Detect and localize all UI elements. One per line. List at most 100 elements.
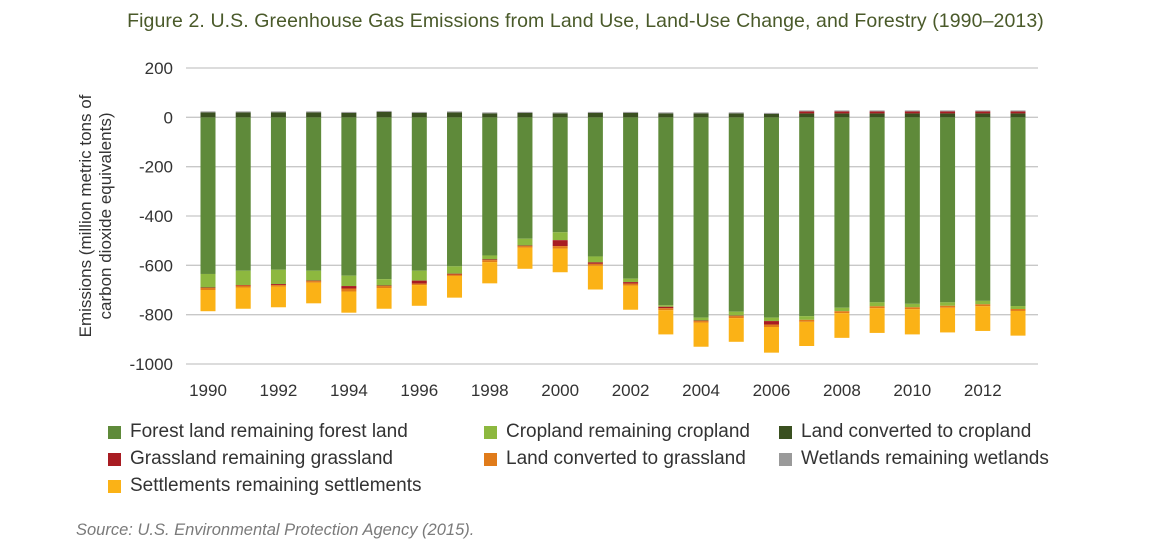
bar-segment-land-converted-to-cropland-2005 (728, 113, 744, 118)
bar-segment-grassland-remaining-grassland-1994 (341, 286, 357, 289)
legend-item: Wetlands remaining wetlands (779, 448, 1049, 470)
bar-segment-wetlands-remaining-wetlands-2012 (975, 110, 991, 112)
bar-segment-land-converted-to-cropland-2013 (1010, 113, 1026, 118)
bar-segment-settlements-remaining-settlements-2011 (940, 307, 956, 333)
bar-segment-cropland-remaining-cropland-1993 (306, 270, 322, 281)
legend-label: Grassland remaining grassland (130, 448, 393, 469)
legend-label: Settlements remaining settlements (130, 475, 422, 496)
bar-segment-forest-land-remaining-forest-land-2012 (975, 117, 991, 301)
bar-segment-wetlands-remaining-wetlands-1999 (517, 111, 533, 113)
bar-segment-grassland-remaining-grassland-1995 (376, 285, 392, 287)
bar-segment-cropland-remaining-cropland-2013 (1010, 306, 1026, 309)
bar-segment-settlements-remaining-settlements-2009 (869, 308, 885, 333)
bar-segment-cropland-remaining-cropland-2002 (623, 278, 639, 283)
bar-segment-grassland-remaining-grassland-1992 (270, 284, 286, 286)
bar-segment-land-converted-to-cropland-2011 (940, 113, 956, 118)
bar-segment-forest-land-remaining-forest-land-2003 (658, 117, 674, 306)
bar-segment-land-converted-to-cropland-1991 (235, 112, 251, 118)
bar-segment-forest-land-remaining-forest-land-1995 (376, 117, 392, 280)
bar-segment-grassland-remaining-grassland-2001 (587, 262, 603, 264)
bar-segment-settlements-remaining-settlements-2010 (904, 309, 920, 335)
bar-segment-land-converted-to-cropland-1997 (447, 112, 463, 118)
legend-swatch-icon (484, 425, 497, 439)
bar-segment-wetlands-remaining-wetlands-2010 (904, 110, 920, 112)
bar-segment-wetlands-remaining-wetlands-2005 (728, 112, 744, 114)
bar-segment-wetlands-remaining-wetlands-2000 (552, 112, 568, 114)
legend-swatch-icon (779, 425, 792, 439)
bar-segment-land-converted-to-cropland-2006 (763, 113, 779, 118)
x-tick-label: 2006 (753, 381, 791, 400)
bar-segment-grassland-remaining-grassland-2013 (1010, 111, 1026, 114)
bar-segment-wetlands-remaining-wetlands-2013 (1010, 110, 1026, 112)
bar-segment-settlements-remaining-settlements-2005 (728, 318, 744, 342)
bar-segment-grassland-remaining-grassland-1997 (447, 273, 463, 275)
bar-segment-cropland-remaining-cropland-2010 (904, 303, 920, 308)
x-tick-label: 2002 (612, 381, 650, 400)
bar-segment-forest-land-remaining-forest-land-1992 (270, 117, 286, 270)
bar-segment-settlements-remaining-settlements-2007 (799, 321, 815, 346)
legend-swatch-icon (108, 425, 121, 439)
bar-segment-land-converted-to-grassland-1993 (306, 281, 322, 283)
legend-swatch-icon (779, 452, 792, 466)
bar-segment-wetlands-remaining-wetlands-2009 (869, 110, 885, 112)
bar-segment-land-converted-to-cropland-2004 (693, 113, 709, 118)
legend-label: Wetlands remaining wetlands (801, 448, 1049, 469)
bar-segment-grassland-remaining-grassland-1998 (482, 259, 498, 261)
bar-segment-cropland-remaining-cropland-1990 (200, 273, 216, 288)
y-axis-label-line-1: Emissions (million metric tons of (76, 94, 95, 337)
bar-segment-land-converted-to-grassland-2003 (658, 308, 674, 311)
x-tick-label: 1992 (260, 381, 298, 400)
bar-segment-cropland-remaining-cropland-2011 (940, 302, 956, 306)
bar-segment-grassland-remaining-grassland-2008 (834, 111, 850, 114)
bar-segment-grassland-remaining-grassland-2007 (799, 111, 815, 114)
chart-plot: 2000-200-400-600-800-1000 1990 1992 1994 19… (76, 59, 1038, 400)
bar-segment-land-converted-to-grassland-1995 (376, 286, 392, 289)
bar-segment-land-converted-to-grassland-2007 (799, 319, 815, 322)
bar-segment-land-converted-to-cropland-2010 (904, 113, 920, 118)
bar-segment-land-converted-to-grassland-1999 (517, 246, 533, 248)
bar-segment-grassland-remaining-grassland-2005 (728, 315, 744, 317)
bar-segment-forest-land-remaining-forest-land-2002 (623, 117, 639, 279)
bar-segment-cropland-remaining-cropland-2005 (728, 311, 744, 316)
bar-segment-cropland-remaining-cropland-2001 (587, 256, 603, 263)
bar-segment-cropland-remaining-cropland-2006 (763, 317, 779, 322)
bar-segment-land-converted-to-cropland-2000 (552, 113, 568, 118)
bar-segment-grassland-remaining-grassland-1996 (411, 280, 427, 284)
bar-segment-wetlands-remaining-wetlands-2011 (940, 110, 956, 112)
legend-swatch-icon (108, 452, 121, 466)
gridlines (186, 67, 1038, 365)
y-tick-labels: 200 0 -200 -400 -600 -800 -1000 (130, 59, 173, 374)
bar-segment-land-converted-to-grassland-1994 (341, 288, 357, 292)
bar-segment-land-converted-to-grassland-1991 (235, 285, 251, 288)
bar-segment-forest-land-remaining-forest-land-1996 (411, 117, 427, 271)
bar-segment-land-converted-to-grassland-2009 (869, 306, 885, 309)
legend-label: Land converted to cropland (801, 421, 1032, 442)
bar-segment-land-converted-to-cropland-2009 (869, 113, 885, 118)
bar-segment-grassland-remaining-grassland-2012 (975, 111, 991, 114)
bar-segment-settlements-remaining-settlements-2006 (763, 327, 779, 353)
bar-segment-land-converted-to-cropland-1996 (411, 112, 427, 118)
legend-item: Settlements remaining settlements (108, 475, 421, 497)
bar-segment-grassland-remaining-grassland-1990 (200, 287, 216, 289)
bar-segment-land-converted-to-cropland-2007 (799, 113, 815, 118)
bar-segment-grassland-remaining-grassland-2003 (658, 306, 674, 309)
bar-segment-wetlands-remaining-wetlands-2001 (587, 111, 603, 113)
x-tick-label: 2010 (893, 381, 931, 400)
bar-segment-forest-land-remaining-forest-land-1997 (447, 117, 463, 267)
bar-segment-land-converted-to-cropland-1998 (482, 113, 498, 118)
y-tick-label: -800 (139, 306, 173, 325)
x-tick-label: 1996 (400, 381, 438, 400)
bar-segment-cropland-remaining-cropland-2007 (799, 316, 815, 320)
bar-segment-forest-land-remaining-forest-land-2004 (693, 117, 709, 318)
bars (200, 110, 1026, 353)
x-tick-label: 1998 (471, 381, 509, 400)
bar-segment-wetlands-remaining-wetlands-2006 (763, 112, 779, 114)
y-tick-label: -200 (139, 158, 173, 177)
bar-segment-land-converted-to-grassland-1996 (411, 283, 427, 286)
legend-item: Grassland remaining grassland (108, 448, 393, 470)
bar-segment-wetlands-remaining-wetlands-2002 (623, 111, 639, 113)
bar-segment-settlements-remaining-settlements-1992 (270, 286, 286, 308)
bar-segment-land-converted-to-cropland-2002 (623, 112, 639, 118)
bar-segment-forest-land-remaining-forest-land-1998 (482, 117, 498, 256)
bar-segment-land-converted-to-grassland-2002 (623, 283, 639, 286)
